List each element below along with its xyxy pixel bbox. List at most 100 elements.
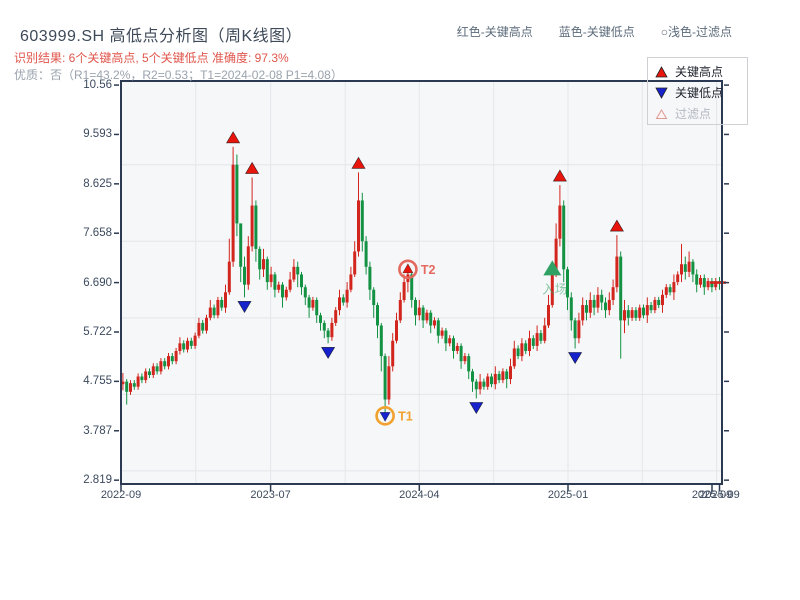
candle-body — [395, 320, 398, 341]
candle-body — [558, 205, 562, 239]
candle-body — [338, 297, 341, 311]
x-tick-label: 2023-07 — [250, 489, 291, 501]
candle-body — [265, 259, 269, 283]
candle-body — [258, 248, 262, 270]
candle-body — [478, 381, 482, 390]
y-tick-label: 4.755 — [83, 375, 112, 388]
candle-body — [592, 299, 596, 308]
candle-body — [330, 322, 334, 338]
candle-body — [528, 338, 531, 351]
key-high-marker — [351, 156, 366, 169]
candle-body — [284, 289, 288, 298]
x-tick-label: 2025-09 — [699, 489, 740, 501]
t2-triangle-icon — [402, 263, 414, 274]
candle-body — [140, 376, 144, 381]
candle-body — [144, 371, 148, 381]
candle-body — [201, 322, 205, 331]
candle-body — [452, 338, 455, 351]
candle-body — [657, 299, 661, 306]
candle-body — [353, 251, 357, 275]
candle-body — [349, 274, 353, 290]
candle-body — [661, 294, 664, 306]
y-tick-label: 10.56 — [83, 79, 112, 92]
legend-item-label: 关键低点 — [675, 86, 724, 100]
candle-body — [596, 294, 600, 308]
candle-body — [376, 305, 379, 326]
candle-body — [691, 261, 695, 275]
plot-border — [120, 80, 723, 485]
kline-chart: T1 T2 入场 — [114, 80, 729, 491]
candle-body — [379, 325, 383, 357]
candle-body — [315, 299, 319, 316]
candle-body — [710, 281, 714, 288]
candle-body — [433, 320, 436, 326]
candle-body — [672, 282, 676, 293]
candle-body — [543, 325, 547, 341]
key-high-marker — [552, 169, 568, 182]
candle-body — [319, 315, 322, 323]
candle-body — [611, 287, 615, 300]
entry-marker — [543, 260, 562, 276]
key-low-marker — [237, 301, 252, 314]
candle-body — [626, 310, 630, 318]
candle-body — [170, 356, 174, 362]
plot-legend: 关键高点 关键低点 过滤点 — [647, 57, 748, 125]
candle-body — [573, 320, 577, 339]
candle-body — [212, 307, 216, 316]
candle-body — [410, 274, 414, 300]
quality-summary-text: 优质：否（R1=43.2%，R2=0.53；T1=2024-02-08 P1=4… — [14, 68, 343, 82]
t2-label: T2 — [421, 263, 436, 277]
candle-body — [554, 238, 558, 272]
candle-body — [288, 279, 292, 290]
candle-body — [208, 307, 212, 318]
candle-body — [357, 200, 360, 252]
candle-body — [653, 299, 657, 311]
candle-body — [246, 246, 250, 285]
candle-body — [630, 310, 634, 318]
candle-body — [125, 381, 129, 392]
candle-body — [151, 366, 155, 375]
x-tick-label: 2025-01 — [547, 489, 589, 501]
candle-body — [680, 264, 683, 275]
candle-body — [569, 297, 573, 321]
candle-body — [581, 305, 585, 321]
blue-down-triangle-icon — [655, 87, 668, 99]
candle-body — [216, 299, 220, 316]
candle-body — [604, 302, 607, 311]
candle-body — [467, 356, 471, 372]
key-low-marker — [320, 346, 336, 360]
page-title: 603999.SH 高低点分析图（周K线图） — [20, 28, 303, 45]
candle-body — [471, 371, 474, 382]
candle-body — [539, 333, 543, 341]
candle-body — [326, 330, 330, 338]
candle-body — [197, 322, 201, 336]
candle-body — [600, 294, 604, 303]
y-tick-label: 7.658 — [83, 227, 112, 240]
candle-body — [649, 305, 653, 311]
key-high-marker — [225, 131, 241, 144]
candle-body — [148, 371, 151, 375]
candle-body — [189, 340, 193, 346]
candle-body — [186, 340, 189, 350]
candle-body — [227, 261, 231, 293]
candle-body — [277, 284, 281, 290]
candle-body — [174, 350, 178, 362]
x-tick-label: 2024-04 — [399, 489, 440, 501]
t2-ring-icon — [398, 259, 418, 280]
candle-body — [645, 305, 649, 316]
candle-body — [706, 281, 710, 288]
candle-body — [455, 345, 459, 351]
candle-body — [182, 343, 186, 350]
red-up-triangle-icon — [655, 65, 668, 77]
legend-item-key-low: 关键低点 — [655, 82, 747, 103]
candle-body — [322, 322, 326, 331]
candle-body — [482, 381, 486, 387]
candle-body — [387, 366, 391, 400]
candle-body — [615, 256, 619, 288]
color-key: 红色-关键高点 蓝色-关键低点 ○浅色-过滤点 — [457, 23, 732, 40]
candle-body — [634, 310, 638, 318]
candle-body — [664, 287, 668, 295]
candle-body — [702, 278, 706, 288]
candle-body — [497, 373, 501, 381]
